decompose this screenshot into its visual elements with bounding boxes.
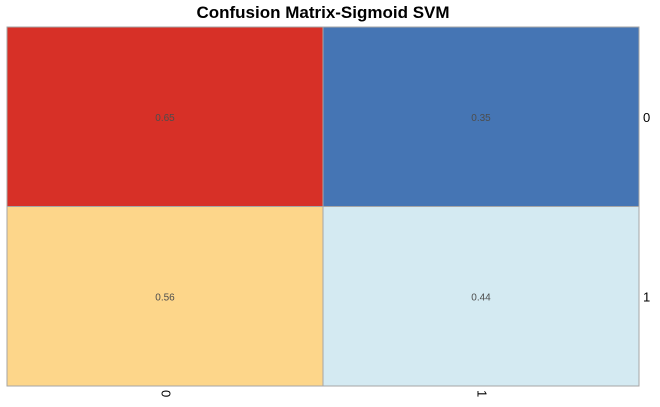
column-tick-label-1: 1 (475, 390, 490, 397)
row-tick-labels: 01 (643, 110, 650, 305)
chart-title: Confusion Matrix-Sigmoid SVM (196, 3, 449, 22)
row-tick-label-0: 0 (643, 110, 650, 125)
heatmap-cell-r0-c1 (322, 26, 640, 207)
heatmap-cell-r0-c0 (6, 26, 324, 207)
column-tick-label-0: 0 (159, 390, 174, 397)
heatmap-cells (6, 26, 640, 387)
heatmap-cell-r1-c1 (322, 206, 640, 387)
cell-value-label-r1-c1: 0.44 (471, 292, 491, 303)
cell-value-label-r0-c1: 0.35 (471, 113, 491, 124)
cell-value-label-r1-c0: 0.56 (155, 292, 175, 303)
cell-value-label-r0-c0: 0.65 (155, 113, 175, 124)
row-tick-label-1: 1 (643, 289, 650, 304)
heatmap-cell-r1-c0 (6, 206, 324, 387)
heatmap-cell-labels: 0.65 0.35 0.56 0.44 (155, 113, 491, 304)
